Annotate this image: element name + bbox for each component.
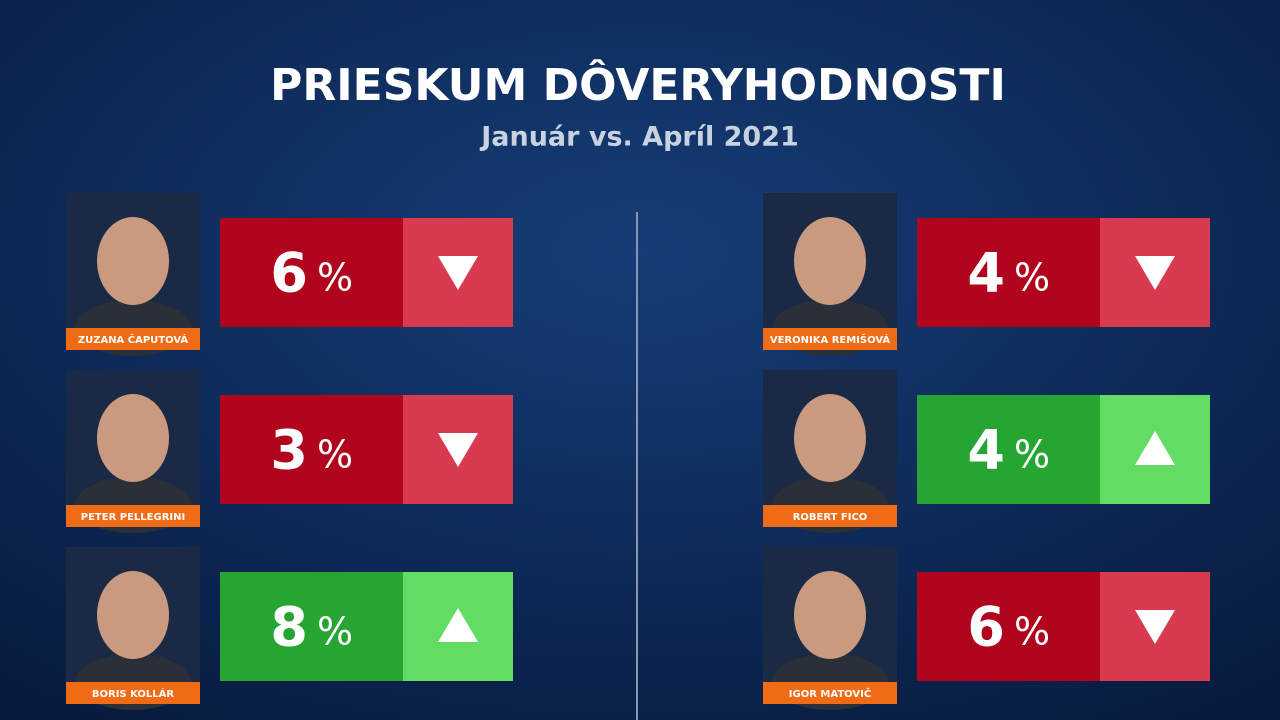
change-value: 4 xyxy=(967,419,1005,482)
person-name: ZUZANA ČAPUTOVÁ xyxy=(78,333,189,346)
change-box xyxy=(220,218,403,327)
photo-face xyxy=(97,217,169,305)
name-bar xyxy=(763,505,897,527)
person-name: IGOR MATOVIČ xyxy=(789,687,871,700)
change-value: 6 xyxy=(967,596,1005,659)
name-bar xyxy=(66,328,200,350)
photo-face xyxy=(794,217,866,305)
change-box xyxy=(220,395,403,504)
photo-face xyxy=(794,571,866,659)
subtitle: Január vs. Apríl 2021 xyxy=(479,122,799,153)
direction-arrow xyxy=(1135,610,1175,644)
name-bar xyxy=(66,682,200,704)
person-name: PETER PELLEGRINI xyxy=(81,512,185,523)
person-name: ROBERT FICO xyxy=(793,512,868,523)
photo-face xyxy=(97,394,169,482)
change-box xyxy=(220,572,403,681)
change-value: 8 xyxy=(270,596,308,659)
name-bar xyxy=(763,328,897,350)
person-name: BORIS KOLLÁR xyxy=(92,687,175,700)
photo-face xyxy=(97,571,169,659)
change-value: 3 xyxy=(270,419,308,482)
name-bar xyxy=(763,682,897,704)
change-unit: % xyxy=(1014,256,1050,300)
change-unit: % xyxy=(1014,433,1050,477)
change-unit: % xyxy=(317,433,353,477)
name-bar xyxy=(66,505,200,527)
change-unit: % xyxy=(1014,610,1050,654)
direction-arrow xyxy=(1135,431,1175,465)
direction-arrow xyxy=(1135,256,1175,290)
change-value: 4 xyxy=(967,242,1005,305)
change-unit: % xyxy=(317,610,353,654)
direction-arrow xyxy=(438,256,478,290)
change-box xyxy=(917,572,1100,681)
direction-arrow xyxy=(438,608,478,642)
person-name: VERONIKA REMIŠOVÁ xyxy=(770,333,891,346)
change-value: 6 xyxy=(270,242,308,305)
change-unit: % xyxy=(317,256,353,300)
photo-face xyxy=(794,394,866,482)
title: PRIESKUM DÔVERYHODNOSTI xyxy=(270,58,1006,111)
change-box xyxy=(917,218,1100,327)
change-box xyxy=(917,395,1100,504)
direction-arrow xyxy=(438,433,478,467)
